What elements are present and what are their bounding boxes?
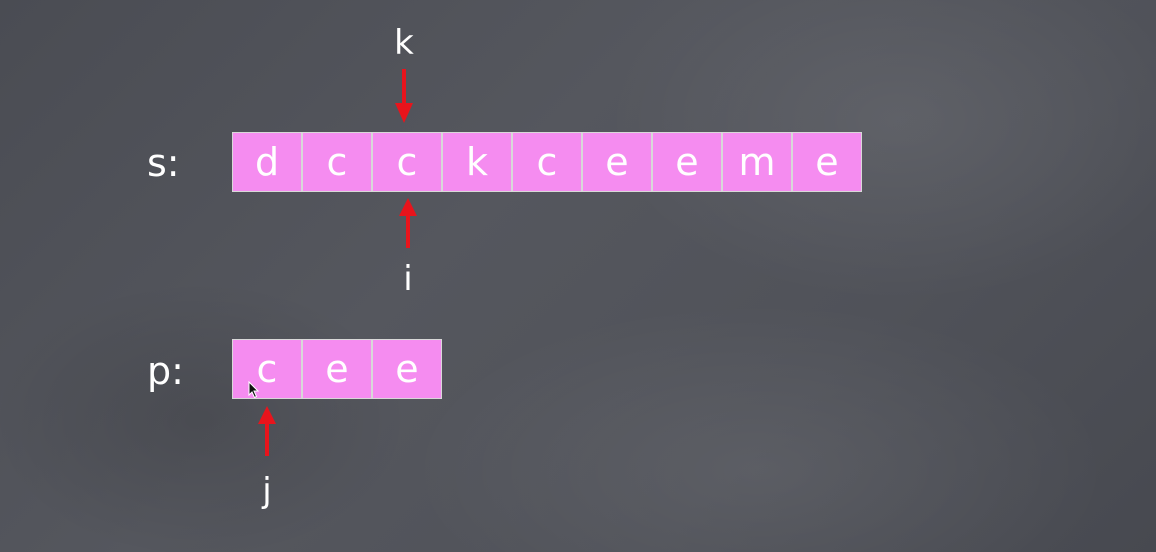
s-cell-4: c xyxy=(512,132,582,192)
pointer-i-label: i xyxy=(403,259,413,299)
s-cell-7: m xyxy=(722,132,792,192)
pointer-i: i xyxy=(388,198,428,296)
s-string-cells: d c c k c e e m e xyxy=(232,132,862,192)
mouse-cursor-icon xyxy=(248,381,260,399)
p-string-label: p: xyxy=(147,349,184,393)
s-cell-0: d xyxy=(232,132,302,192)
s-cell-1: c xyxy=(302,132,372,192)
p-cell-1: e xyxy=(302,339,372,399)
up-arrow-icon xyxy=(399,198,417,248)
pointer-j-label: j xyxy=(262,471,272,511)
p-cell-2: e xyxy=(372,339,442,399)
p-cell-0: c xyxy=(232,339,302,399)
pointer-k: k xyxy=(384,26,424,123)
pointer-j: j xyxy=(247,406,287,508)
up-arrow-icon xyxy=(258,406,276,456)
s-cell-5: e xyxy=(582,132,652,192)
s-string-label: s: xyxy=(147,141,180,185)
s-cell-3: k xyxy=(442,132,512,192)
p-string-cells: c e e xyxy=(232,339,442,399)
s-cell-8: e xyxy=(792,132,862,192)
down-arrow-icon xyxy=(395,69,413,123)
s-cell-2: c xyxy=(372,132,442,192)
pointer-k-label: k xyxy=(394,23,414,63)
s-cell-6: e xyxy=(652,132,722,192)
